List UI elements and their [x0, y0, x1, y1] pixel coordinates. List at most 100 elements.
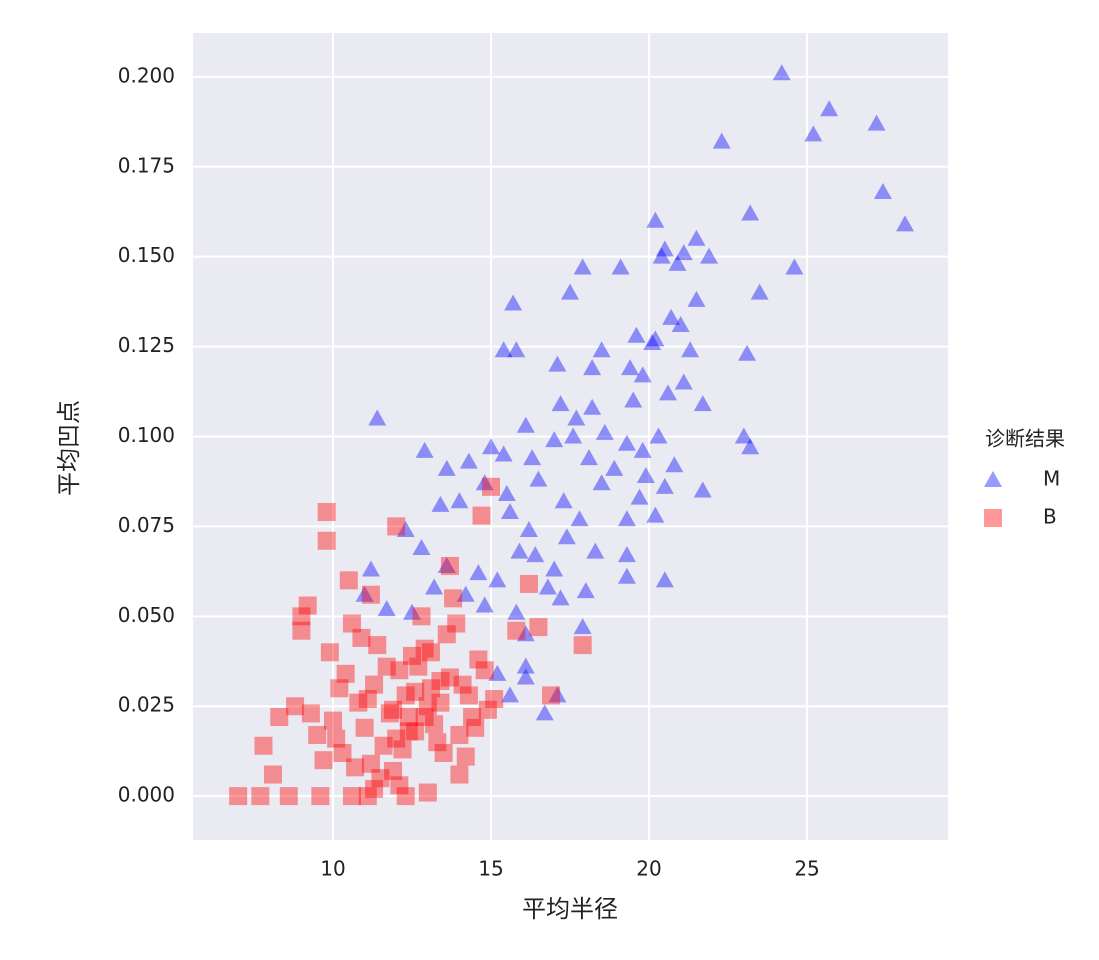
point: [605, 459, 624, 476]
point: [674, 373, 693, 390]
point: [595, 423, 614, 440]
x-tick-label: 25: [794, 857, 819, 881]
point: [377, 600, 396, 617]
point: [772, 64, 791, 81]
point: [583, 398, 602, 415]
y-tick-label: 0.125: [118, 333, 175, 357]
point: [507, 341, 526, 358]
point: [687, 229, 706, 246]
point: [428, 733, 447, 752]
point: [554, 492, 573, 509]
point: [352, 628, 371, 647]
point: [516, 625, 535, 642]
point: [403, 603, 422, 620]
point: [583, 359, 602, 376]
point: [358, 690, 377, 709]
point: [463, 708, 482, 727]
point: [700, 247, 719, 264]
point: [365, 675, 384, 694]
point: [668, 254, 687, 271]
point: [346, 758, 365, 777]
point: [387, 517, 406, 536]
point: [342, 787, 361, 806]
point: [466, 718, 485, 737]
point: [475, 661, 494, 680]
point: [627, 326, 646, 343]
point: [646, 211, 665, 228]
point: [488, 571, 507, 588]
point: [617, 510, 636, 527]
point: [548, 355, 567, 372]
point: [624, 391, 643, 408]
point: [286, 697, 305, 716]
point: [311, 787, 330, 806]
point: [377, 657, 396, 676]
point: [478, 700, 497, 719]
point: [415, 441, 434, 458]
point: [450, 492, 469, 509]
y-tick-label: 0.200: [118, 63, 175, 87]
point: [374, 736, 393, 755]
y-tick-label: 0.100: [118, 423, 175, 447]
point: [538, 578, 557, 595]
y-tick-label: 0.000: [118, 783, 175, 807]
point: [415, 708, 434, 727]
point: [459, 452, 478, 469]
point: [450, 725, 469, 744]
point: [431, 495, 450, 512]
point: [712, 132, 731, 149]
y-tick-label: 0.050: [118, 603, 175, 627]
point: [339, 571, 358, 590]
point: [399, 708, 418, 727]
point: [734, 427, 753, 444]
point: [434, 743, 453, 762]
point: [804, 125, 823, 142]
point: [418, 783, 437, 802]
point: [500, 503, 519, 520]
point: [687, 290, 706, 307]
point: [750, 283, 769, 300]
point: [447, 614, 466, 633]
point: [279, 787, 298, 806]
point: [576, 582, 595, 599]
point: [393, 740, 412, 759]
point: [415, 639, 434, 658]
point: [592, 474, 611, 491]
point: [741, 438, 760, 455]
point: [681, 341, 700, 358]
point: [361, 585, 380, 604]
point: [371, 769, 390, 788]
point: [425, 578, 444, 595]
point: [308, 725, 327, 744]
point: [409, 657, 428, 676]
point: [896, 215, 915, 232]
point: [567, 409, 586, 426]
point: [406, 682, 425, 701]
point: [573, 618, 592, 635]
point: [510, 542, 529, 559]
point: [516, 657, 535, 674]
point: [633, 441, 652, 458]
point: [292, 621, 311, 640]
point: [412, 538, 431, 555]
point: [586, 542, 605, 559]
point: [431, 672, 450, 691]
point: [494, 445, 513, 462]
point: [617, 434, 636, 451]
point: [504, 294, 523, 311]
point: [573, 258, 592, 275]
point: [399, 722, 418, 741]
point: [301, 704, 320, 723]
point: [270, 708, 289, 727]
point: [390, 661, 409, 680]
point: [482, 438, 501, 455]
point: [320, 643, 339, 662]
point: [485, 690, 504, 709]
point: [542, 686, 561, 705]
point: [655, 571, 674, 588]
point: [406, 722, 425, 741]
point: [592, 341, 611, 358]
point: [475, 474, 494, 491]
point: [365, 779, 384, 798]
